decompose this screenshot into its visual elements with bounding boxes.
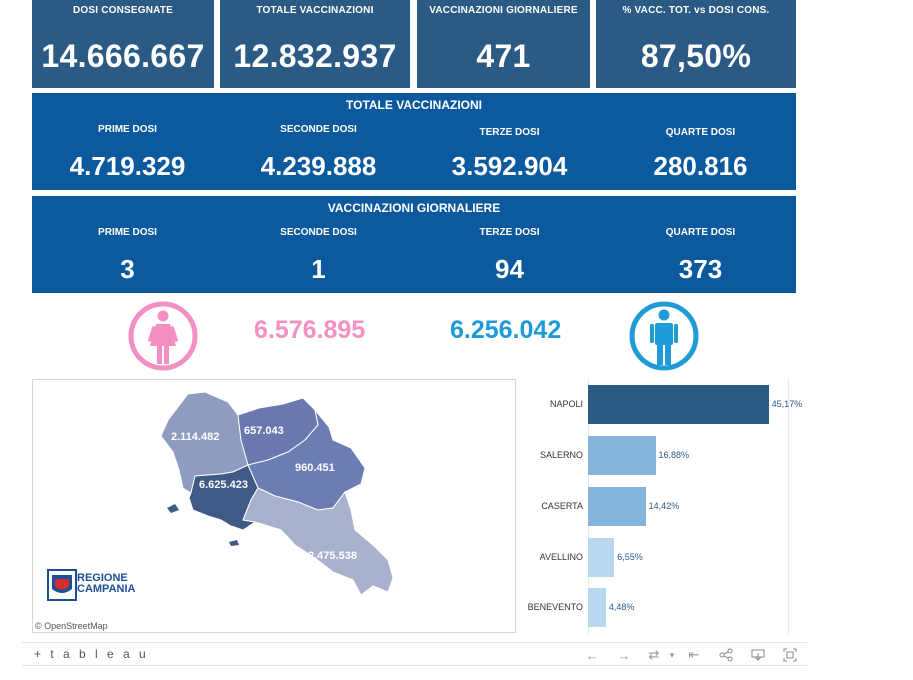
island-ischia [167, 504, 179, 513]
tableau-toolbar: + t a b l e a u ← → ⇄ ▾ ⇤ [22, 642, 807, 666]
col-value: 4.239.888 [260, 151, 377, 181]
province-caserta-value: 2.114.482 [171, 431, 220, 443]
col-label: PRIME DOSI [98, 227, 157, 238]
col-value: 94 [495, 254, 524, 284]
gridline [788, 379, 789, 635]
prime-dosi-col: PRIME DOSI 3 [32, 196, 223, 293]
bar-category-label: BENEVENTO [527, 602, 583, 612]
bar-value-label: 4,48% [608, 602, 635, 612]
redo-icon[interactable]: → [617, 647, 631, 663]
kpi-value: 12.832.937 [233, 38, 397, 74]
kpi-label: VACCINAZIONI GIORNALIERE [429, 5, 578, 16]
panel-title: TOTALE VACCINAZIONI [346, 98, 482, 112]
logo-text-1: REGIONE [77, 572, 128, 584]
seconde-dosi-col: SECONDE DOSI 4.239.888 [223, 93, 414, 190]
female-icon [126, 299, 200, 373]
kpi-label: DOSI CONSEGNATE [72, 5, 174, 16]
bar-row[interactable]: AVELLINO 6,55% [520, 538, 810, 578]
col-value: 4.719.329 [69, 151, 186, 181]
col-value: 280.816 [653, 151, 748, 181]
province-napoli [188, 464, 259, 531]
col-label: PRIME DOSI [98, 124, 157, 135]
col-label: QUARTE DOSI [665, 127, 736, 138]
female-count: 6.576.895 [254, 316, 366, 344]
province-napoli-value: 6.625.423 [199, 479, 248, 491]
bar-category-label: AVELLINO [539, 552, 583, 562]
bar-category-label: NAPOLI [549, 399, 583, 409]
fullscreen-icon[interactable] [780, 645, 800, 665]
kpi-percentuale: % VACC. TOT. vs DOSI CONS. 87,50% [596, 0, 796, 88]
bar-value-label: 45,17% [771, 399, 803, 409]
col-label: QUARTE DOSI [665, 227, 736, 238]
col-value: 1 [311, 254, 326, 284]
province-bar-chart: NAPOLI 45,17% SALERNO 16,88% CASERTA 14,42% AV… [520, 379, 810, 635]
seconde-dosi-col: SECONDE DOSI 1 [223, 196, 414, 293]
island-capri [229, 540, 239, 546]
kpi-value: 471 [476, 38, 531, 74]
bar[interactable] [588, 436, 656, 475]
bar-value-label: 16,88% [658, 450, 690, 460]
bar-row[interactable]: BENEVENTO 4,48% [520, 588, 810, 628]
bar[interactable] [588, 588, 606, 627]
map-attribution[interactable]: © OpenStreetMap [35, 621, 108, 631]
province-salerno-value: 2.475.538 [308, 550, 357, 562]
col-value: 373 [678, 254, 723, 284]
chevron-down-icon[interactable]: ▾ [669, 649, 675, 660]
terze-dosi-col: TERZE DOSI 3.592.904 [414, 93, 605, 190]
kpi-label: TOTALE VACCINAZIONI [256, 5, 374, 16]
campania-map[interactable]: 2.114.482 657.043 960.451 6.625.423 2.47… [32, 379, 516, 633]
undo-icon[interactable]: ← [585, 647, 599, 663]
col-value: 3.592.904 [451, 151, 568, 181]
bar-category-label: CASERTA [541, 501, 583, 511]
bar-row[interactable]: NAPOLI 45,17% [520, 385, 810, 425]
regione-campania-logo: REGIONE CAMPANIA [47, 569, 147, 603]
revert-icon[interactable]: ⇄ [648, 647, 660, 662]
vaccinazioni-giornaliere-panel: VACCINAZIONI GIORNALIERE PRIME DOSI 3 SE… [32, 196, 796, 293]
share-icon[interactable] [716, 645, 736, 665]
col-label: SECONDE DOSI [280, 227, 357, 238]
bar[interactable] [588, 538, 615, 577]
kpi-label: % VACC. TOT. vs DOSI CONS. [622, 5, 770, 16]
male-icon [627, 299, 701, 373]
col-label: TERZE DOSI [479, 227, 540, 238]
kpi-value: 14.666.667 [41, 38, 205, 74]
panel-title: VACCINAZIONI GIORNALIERE [327, 201, 501, 215]
bar-category-label: SALERNO [539, 450, 583, 460]
download-icon[interactable] [748, 645, 768, 665]
terze-dosi-col: TERZE DOSI 94 [414, 196, 605, 293]
province-avellino-value: 960.451 [295, 462, 335, 474]
logo-text-2: CAMPANIA [77, 583, 136, 595]
bar[interactable] [588, 385, 769, 424]
first-page-icon[interactable]: ⇤ [688, 647, 700, 662]
province-salerno [242, 487, 394, 596]
prime-dosi-col: PRIME DOSI 4.719.329 [32, 93, 223, 190]
bar[interactable] [588, 487, 646, 526]
bar-value-label: 6,55% [617, 552, 643, 562]
kpi-vaccinazioni-giornaliere: VACCINAZIONI GIORNALIERE 471 [417, 0, 590, 88]
bar-value-label: 14,42% [648, 501, 680, 511]
col-value: 3 [120, 254, 135, 284]
province-benevento-value: 657.043 [244, 425, 284, 437]
quarte-dosi-col: QUARTE DOSI 280.816 [605, 93, 796, 190]
quarte-dosi-col: QUARTE DOSI 373 [605, 196, 796, 293]
male-count: 6.256.042 [450, 316, 562, 344]
kpi-totale-vaccinazioni: TOTALE VACCINAZIONI 12.832.937 [220, 0, 410, 88]
totale-vaccinazioni-panel: TOTALE VACCINAZIONI PRIME DOSI 4.719.329… [32, 93, 796, 190]
bar-row[interactable]: CASERTA 14,42% [520, 487, 810, 527]
bar-row[interactable]: SALERNO 16,88% [520, 436, 810, 476]
col-label: TERZE DOSI [479, 127, 540, 138]
col-label: SECONDE DOSI [280, 124, 357, 135]
kpi-value: 87,50% [640, 38, 752, 74]
tableau-logo[interactable]: + t a b l e a u [34, 647, 149, 661]
kpi-dosi-consegnate: DOSI CONSEGNATE 14.666.667 [32, 0, 214, 88]
